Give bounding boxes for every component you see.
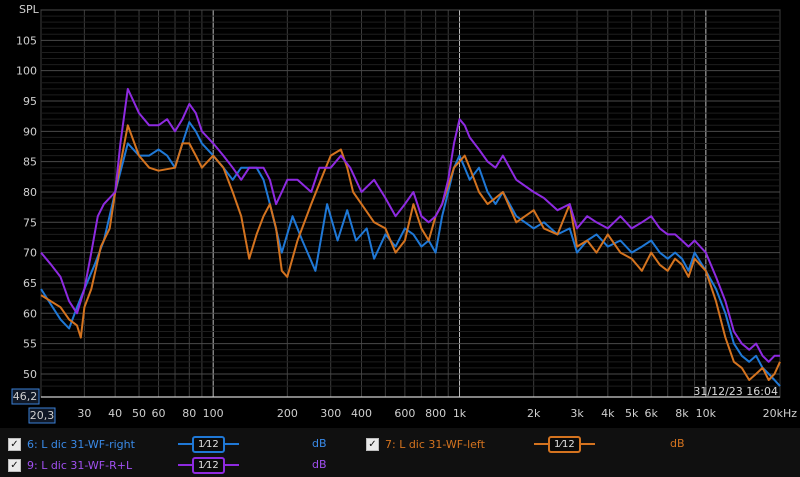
unit-label: dB [670,437,685,450]
grid-lines [40,9,781,397]
y-axis-label: SPL [19,3,40,16]
frequency-response-chart[interactable]: 50 55 60 65 70 75 80 85 90 95 100 105 SPL 30 40 50 60 80 1… [0,0,800,428]
checkbox-icon[interactable]: ✓ [366,437,379,451]
x-tick-label: 600 [394,407,415,420]
y-min-label: 46,2 [13,390,38,403]
x-min-box [28,407,56,424]
y-min-box [11,388,40,405]
legend-name: 6: L dic 31-WF-right [27,437,135,451]
legend-name: 7: L dic 31-WF-left [385,437,485,451]
smoothing-control-2[interactable]: 1⁄12 [534,435,595,453]
x-tick-label: 40 [108,407,122,420]
y-tick-label: 100 [16,65,37,78]
legend-name: 9: L dic 31-WF-R+L [27,458,133,472]
y-tick-label: 85 [23,156,37,169]
smoothing-control-1[interactable]: 1⁄12 [178,435,239,453]
y-tick-label: 70 [23,247,37,260]
checkbox-icon[interactable]: ✓ [8,437,21,451]
x-tick-label: 5k [625,407,639,420]
x-tick-label: 3k [570,407,584,420]
x-tick-label: 6k [645,407,659,420]
x-tick-label: 200 [277,407,298,420]
chart-svg[interactable]: 50 55 60 65 70 75 80 85 90 95 100 105 SPL 30 40 50 60 80 1… [0,0,800,428]
y-tick-label: 55 [23,338,37,351]
x-tick-label: 100 [203,407,224,420]
unit-label: dB [312,458,327,471]
legend-item-2[interactable]: ✓ 7: L dic 31-WF-left [366,435,485,453]
plot-area [40,9,781,398]
x-tick-label: 800 [425,407,446,420]
smoothing-value[interactable]: 1⁄12 [192,456,225,474]
x-tick-label: 20kHz [763,407,798,420]
y-tick-label: 65 [23,277,37,290]
x-tick-label: 2k [527,407,541,420]
unit-label: dB [312,437,327,450]
y-tick-label: 80 [23,186,37,199]
smoothing-value[interactable]: 1⁄12 [548,435,581,453]
legend-item-1[interactable]: ✓ 6: L dic 31-WF-right [8,435,135,453]
x-min-label: 20,3 [30,409,55,422]
legend-item-3[interactable]: ✓ 9: L dic 31-WF-R+L [8,456,132,474]
x-tick-label: 60 [152,407,166,420]
y-tick-label: 105 [16,34,37,47]
legend-panel: ✓ 6: L dic 31-WF-right 1⁄12 dB ✓ 7: L di… [0,428,800,477]
smoothing-control-3[interactable]: 1⁄12 [178,456,239,474]
x-tick-label: 10k [696,407,717,420]
x-tick-label: 30 [77,407,91,420]
y-tick-label: 60 [23,307,37,320]
y-tick-label: 90 [23,125,37,138]
series-line-2 [40,124,781,381]
x-tick-label: 300 [320,407,341,420]
x-tick-label: 8k [675,407,689,420]
timestamp-label: 31/12/23 16:04 [693,385,778,398]
series-line-3 [40,87,780,363]
smoothing-value[interactable]: 1⁄12 [192,435,225,453]
x-tick-label: 1k [453,407,467,420]
y-tick-label: 50 [23,368,37,381]
y-tick-label: 95 [23,95,37,108]
checkbox-icon[interactable]: ✓ [8,458,21,472]
y-tick-label: 75 [23,216,37,229]
x-tick-label: 50 [132,407,146,420]
x-tick-label: 4k [601,407,615,420]
x-tick-label: 80 [182,407,196,420]
x-tick-label: 400 [351,407,372,420]
